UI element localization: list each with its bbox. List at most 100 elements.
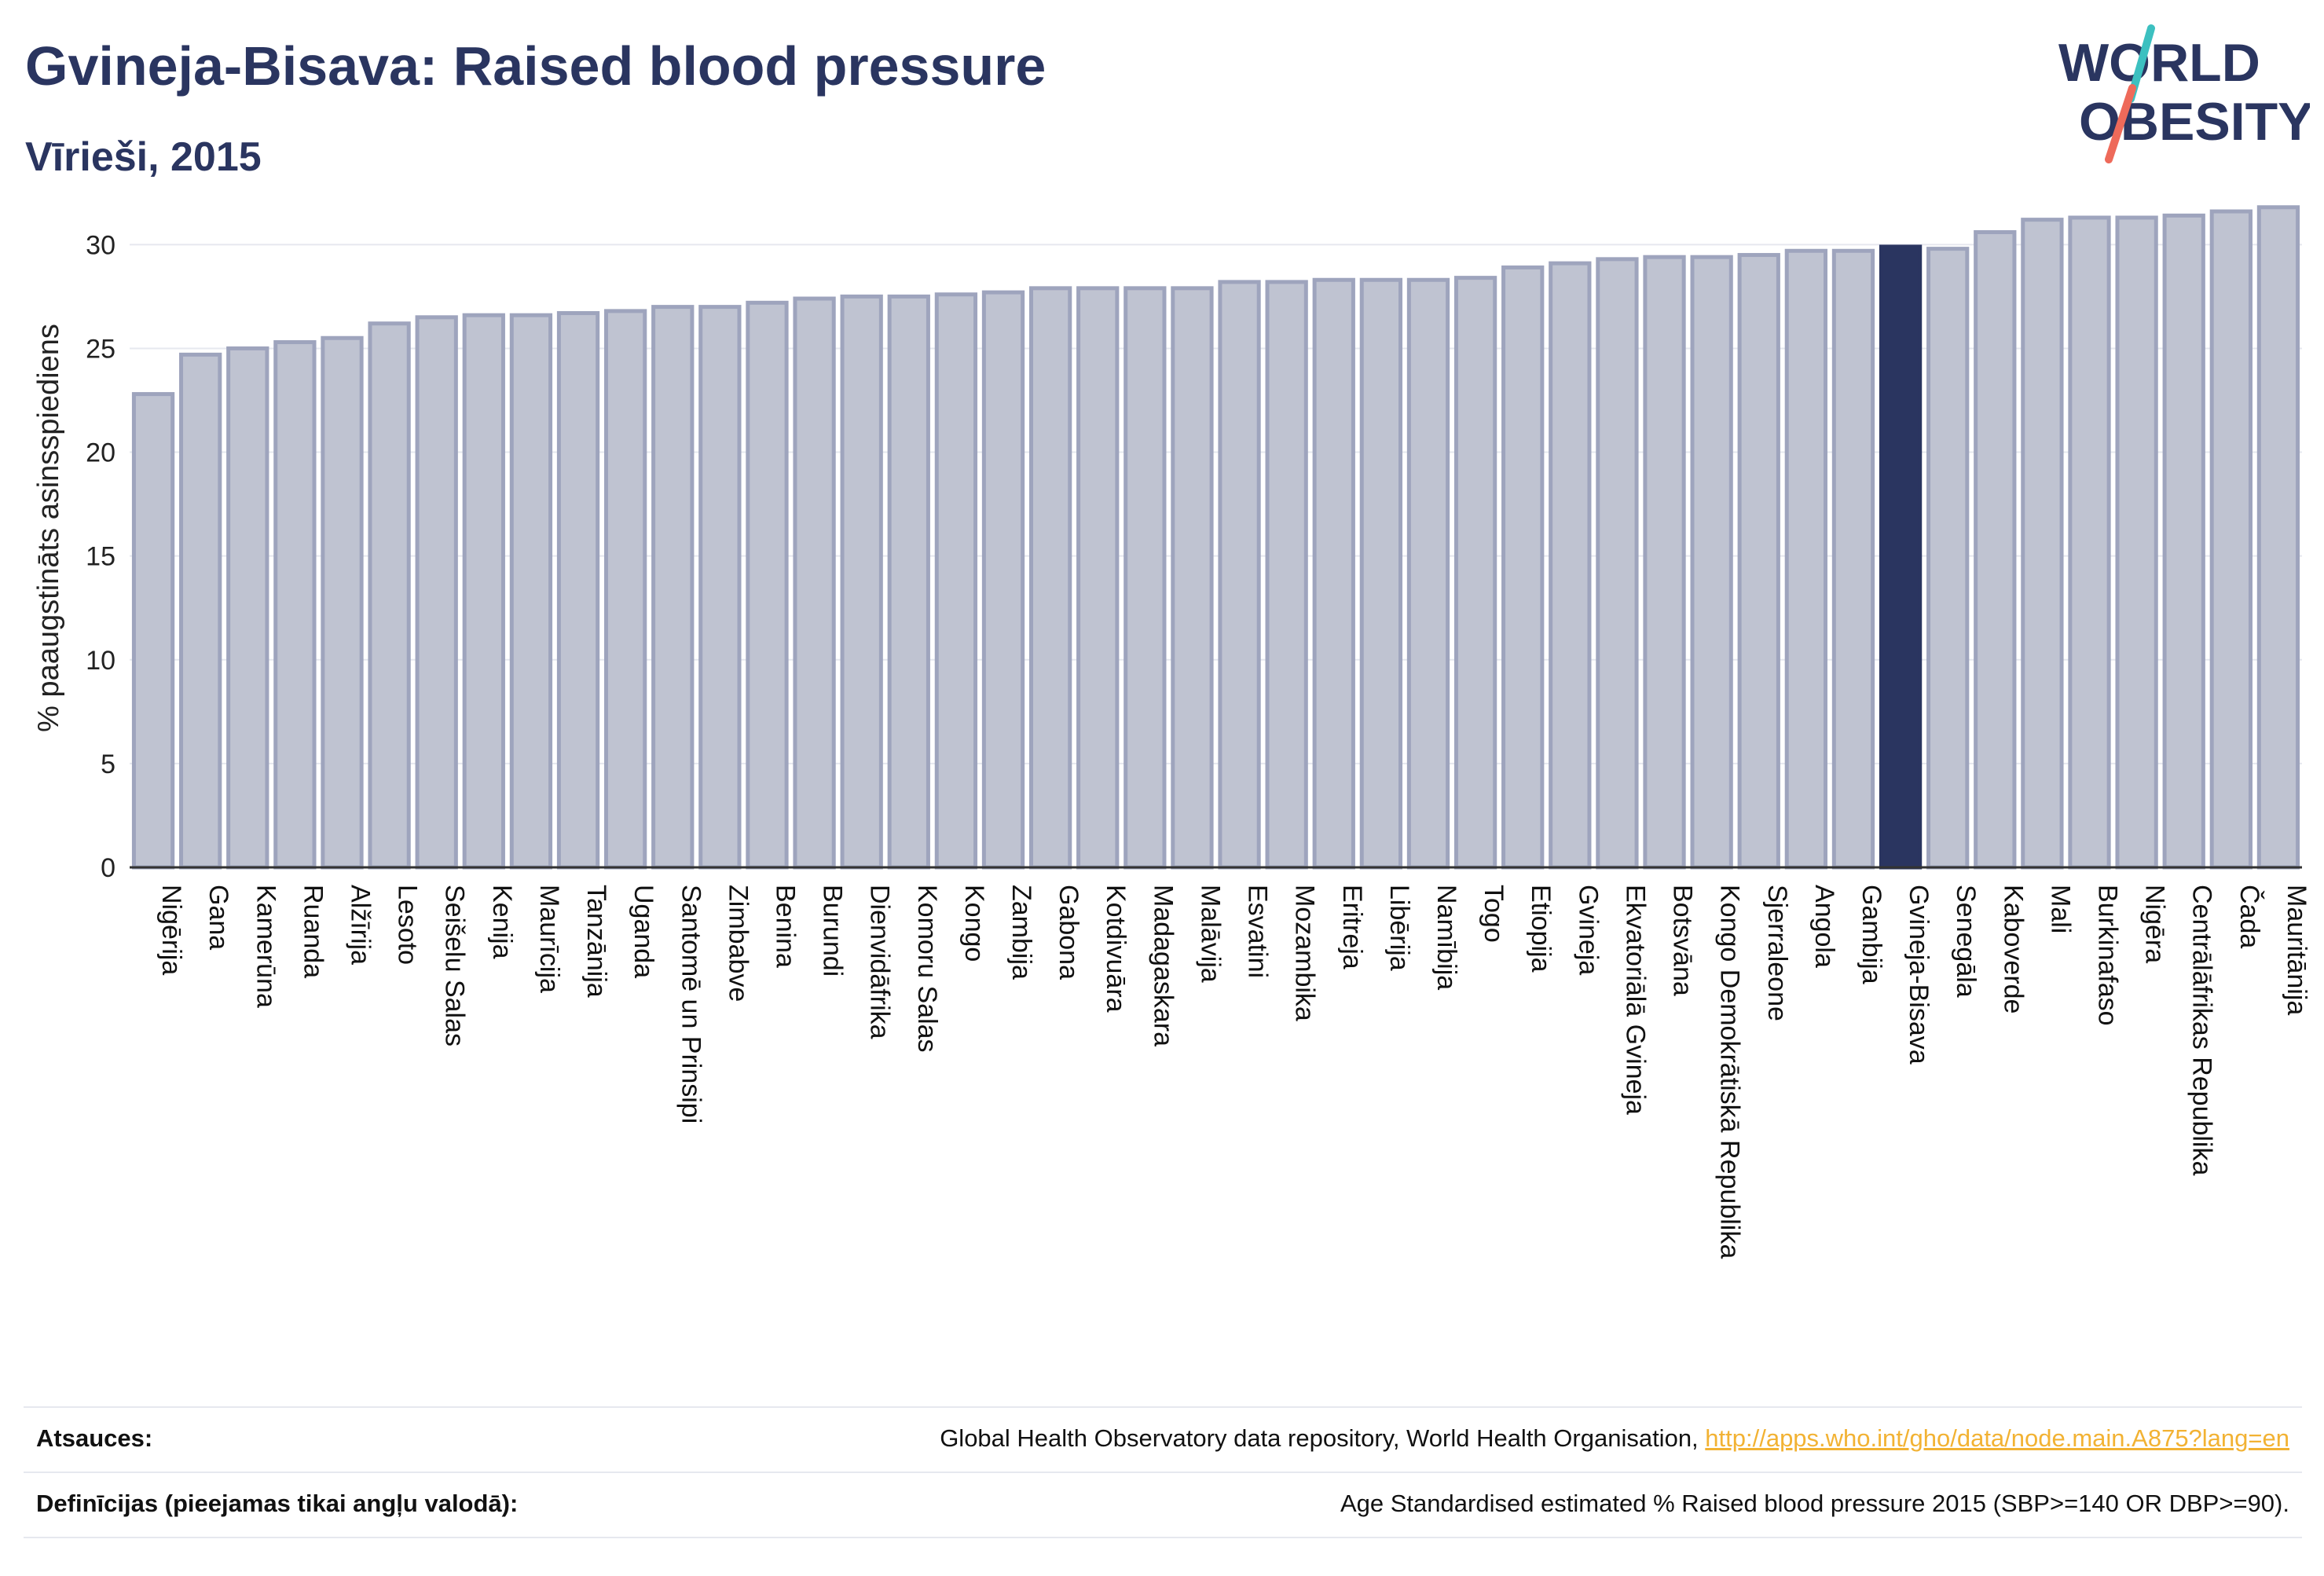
x-tick-label: Kongo: [959, 885, 989, 962]
bar-38[interactable]: [1879, 244, 1923, 870]
sources-label: Atsauces:: [36, 1424, 153, 1452]
x-tick-label: Dienvidāfrika: [865, 885, 895, 1039]
x-tick-label: Mauritānija: [2282, 885, 2311, 1015]
x-tick-label: Libērija: [1384, 885, 1414, 971]
x-tick-label: Sjerraleone: [1762, 885, 1792, 1021]
x-tick-label: Angola: [1809, 885, 1839, 968]
x-tick-label: Maurīcija: [534, 885, 564, 993]
bar-42[interactable]: [2068, 215, 2111, 870]
x-tick-label: Burkinafaso: [2093, 885, 2123, 1026]
bar-19[interactable]: [981, 290, 1025, 870]
x-tick-label: Tanzānija: [581, 885, 611, 998]
bar-45[interactable]: [2209, 209, 2253, 870]
bar-32[interactable]: [1596, 257, 1639, 870]
bar-chart: 0 5 10 15 20 25 30 % paaugstināts asinsspiedien…: [32, 205, 2311, 1259]
bar-17[interactable]: [887, 294, 930, 870]
x-tick-label: Mozambika: [1290, 885, 1320, 1021]
bar-14[interactable]: [746, 300, 789, 870]
bar-11[interactable]: [603, 309, 647, 870]
x-tick-label: Alžīrija: [345, 885, 375, 965]
y-tick-label: 10: [86, 646, 115, 676]
bar-29[interactable]: [1453, 276, 1497, 870]
bar-23[interactable]: [1171, 286, 1214, 870]
chart-subtitle: Vīrieši, 2015: [25, 134, 262, 180]
x-tick-label: Gana: [203, 885, 233, 950]
sources-value: Global Health Observatory data repositor…: [940, 1424, 2302, 1453]
bar-1[interactable]: [131, 392, 175, 870]
bar-46[interactable]: [2256, 205, 2300, 870]
bar-37[interactable]: [1831, 248, 1875, 870]
sources-link[interactable]: http://apps.who.int/gho/data/node.main.A…: [1705, 1424, 2289, 1452]
bar-3[interactable]: [226, 346, 269, 870]
x-tick-label: Kotdivuāra: [1101, 885, 1131, 1013]
bar-25[interactable]: [1265, 280, 1308, 870]
x-tick-label: Mali: [2045, 885, 2075, 933]
bar-10[interactable]: [556, 311, 600, 870]
x-tick-label: Namībija: [1431, 885, 1461, 990]
definitions-label: Definīcijas (pieejamas tikai angļu valod…: [36, 1490, 519, 1517]
x-tick-label: Uganda: [629, 885, 658, 978]
x-tick-label: Ruanda: [298, 885, 328, 978]
bar-5[interactable]: [321, 335, 364, 870]
x-tick-label: Centrālāfrikas Republika: [2187, 885, 2217, 1175]
x-tick-label: Lesoto: [393, 885, 423, 965]
bar-43[interactable]: [2115, 215, 2158, 870]
bar-39[interactable]: [1926, 247, 1970, 870]
logo-slash-coral: [2105, 84, 2136, 163]
bar-20[interactable]: [1028, 286, 1072, 870]
x-tick-label: Kenija: [487, 885, 517, 959]
bar-21[interactable]: [1076, 286, 1120, 870]
x-tick-label: Malāvija: [1195, 885, 1225, 983]
x-tick-label: Etiopija: [1526, 885, 1556, 973]
x-tick-label: Nigērija: [156, 885, 186, 975]
bar-6[interactable]: [368, 321, 411, 870]
bar-34[interactable]: [1690, 255, 1733, 870]
x-tick-label: Burundi: [818, 885, 848, 977]
y-tick-label: 5: [101, 750, 115, 779]
chart-title: Gvineja-Bisava: Raised blood pressure: [25, 35, 1047, 97]
x-tick-label: Madagaskara: [1148, 885, 1178, 1046]
bar-31[interactable]: [1549, 261, 1592, 870]
bar-35[interactable]: [1737, 253, 1780, 870]
bar-44[interactable]: [2162, 213, 2205, 870]
bar-7[interactable]: [415, 315, 458, 870]
bar-18[interactable]: [934, 292, 978, 870]
definitions-row: Definīcijas (pieejamas tikai angļu valod…: [24, 1472, 2302, 1534]
x-tick-label: Eritreja: [1337, 885, 1367, 969]
y-tick-label: 20: [86, 438, 115, 468]
y-tick-label: 25: [86, 334, 115, 364]
x-tick-label: Gabona: [1054, 885, 1083, 980]
bar-24[interactable]: [1218, 280, 1261, 870]
bar-40[interactable]: [1974, 229, 2017, 870]
bar-4[interactable]: [273, 340, 317, 870]
x-tick-label: Kongo Demokrātiskā Republika: [1715, 885, 1745, 1259]
x-tick-label: Gvineja-Bisava: [1904, 885, 1934, 1065]
definitions-value: Age Standardised estimated % Raised bloo…: [1340, 1490, 2289, 1517]
bar-22[interactable]: [1124, 286, 1167, 870]
bar-36[interactable]: [1784, 248, 1828, 870]
x-tick-label: Santomē un Prinsipi: [676, 885, 706, 1123]
sources-row: Atsauces: Global Health Observatory data…: [24, 1406, 2302, 1469]
x-tick-label: Komoru Salas: [912, 885, 942, 1053]
bar-15[interactable]: [793, 296, 836, 870]
x-tick-label: Kamerūna: [251, 885, 280, 1008]
bar-2[interactable]: [179, 352, 222, 870]
bar-26[interactable]: [1312, 277, 1355, 870]
bar-8[interactable]: [462, 313, 505, 870]
x-tick-label: Zambija: [1006, 885, 1036, 980]
y-axis-label: % paaugstināts asinsspiediens: [32, 324, 65, 732]
logo-line1: WORLD: [2058, 33, 2260, 93]
bar-41[interactable]: [2021, 218, 2064, 870]
bar-12[interactable]: [651, 305, 695, 870]
y-tick-label: 15: [86, 542, 115, 572]
bar-30[interactable]: [1501, 265, 1545, 870]
bar-16[interactable]: [840, 294, 883, 870]
bar-28[interactable]: [1406, 277, 1450, 870]
x-tick-label: Esvatini: [1243, 885, 1273, 978]
bar-13[interactable]: [698, 305, 742, 870]
x-tick-label: Togo: [1479, 885, 1508, 943]
x-tick-label: Čada: [2234, 885, 2264, 948]
bar-33[interactable]: [1643, 255, 1686, 870]
bar-9[interactable]: [509, 313, 553, 870]
bar-27[interactable]: [1359, 277, 1403, 870]
